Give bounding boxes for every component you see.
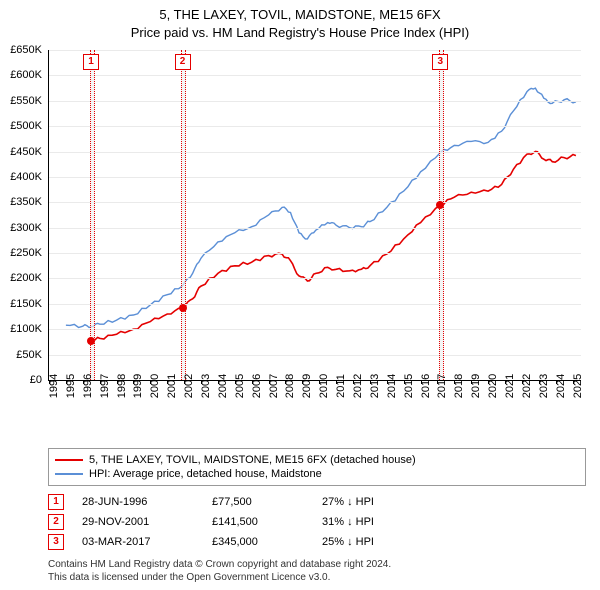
xtick-label: 1997 [99, 374, 111, 398]
event-diff: 31% ↓ HPI [322, 516, 442, 528]
event-row: 3 03-MAR-2017£345,00025% ↓ HPI [48, 532, 442, 552]
ytick-label: £200K [2, 272, 42, 284]
xtick-label: 2025 [572, 374, 584, 398]
event-date: 28-JUN-1996 [82, 496, 212, 508]
series-line-price_paid [91, 152, 576, 342]
footer-line-2: This data is licensed under the Open Gov… [48, 571, 391, 584]
ytick-label: £150K [2, 298, 42, 310]
event-date: 03-MAR-2017 [82, 536, 212, 548]
footer-attribution: Contains HM Land Registry data © Crown c… [48, 558, 391, 584]
xtick-label: 2017 [436, 374, 448, 398]
xtick-label: 2011 [335, 374, 347, 398]
xtick-label: 2010 [318, 374, 330, 398]
event-dot [87, 337, 95, 345]
xtick-label: 1994 [48, 374, 60, 398]
xtick-label: 2002 [183, 374, 195, 398]
ytick-label: £600K [2, 69, 42, 81]
event-marker-1: 1 [83, 54, 99, 70]
xtick-label: 1998 [116, 374, 128, 398]
event-row-marker: 2 [48, 514, 64, 530]
legend-row-2: HPI: Average price, detached house, Maid… [55, 467, 579, 481]
xtick-label: 2006 [251, 374, 263, 398]
event-price: £77,500 [212, 496, 322, 508]
event-row: 1 28-JUN-1996£77,50027% ↓ HPI [48, 492, 442, 512]
event-dot [179, 304, 187, 312]
xtick-label: 2004 [217, 374, 229, 398]
xtick-label: 2018 [453, 374, 465, 398]
ytick-label: £400K [2, 171, 42, 183]
xtick-label: 2012 [352, 374, 364, 398]
event-dot [436, 201, 444, 209]
event-row-marker: 1 [48, 494, 64, 510]
xtick-label: 2000 [149, 374, 161, 398]
ytick-label: £50K [2, 349, 42, 361]
ytick-label: £100K [2, 323, 42, 335]
event-diff: 27% ↓ HPI [322, 496, 442, 508]
event-band [181, 50, 186, 380]
xtick-label: 1995 [65, 374, 77, 398]
title-line-2: Price paid vs. HM Land Registry's House … [0, 24, 600, 42]
title-block: 5, THE LAXEY, TOVIL, MAIDSTONE, ME15 6FX… [0, 0, 600, 42]
series-line-hpi [66, 88, 576, 327]
event-row: 2 29-NOV-2001£141,50031% ↓ HPI [48, 512, 442, 532]
ytick-label: £650K [2, 44, 42, 56]
xtick-label: 1996 [82, 374, 94, 398]
ytick-label: £450K [2, 146, 42, 158]
ytick-label: £300K [2, 222, 42, 234]
legend-label-2: HPI: Average price, detached house, Maid… [89, 468, 322, 480]
event-marker-3: 3 [432, 54, 448, 70]
legend-swatch-2 [55, 473, 83, 475]
event-row-marker: 3 [48, 534, 64, 550]
xtick-label: 2024 [555, 374, 567, 398]
chart-area: 123 £0£50K£100K£150K£200K£250K£300K£350K… [48, 50, 580, 410]
xtick-label: 2016 [420, 374, 432, 398]
footer-line-1: Contains HM Land Registry data © Crown c… [48, 558, 391, 571]
xtick-label: 2021 [504, 374, 516, 398]
xtick-label: 2022 [521, 374, 533, 398]
events-table: 1 28-JUN-1996£77,50027% ↓ HPI 2 29-NOV-2001… [48, 492, 442, 552]
xtick-label: 2020 [487, 374, 499, 398]
event-band [439, 50, 444, 380]
xtick-label: 2003 [200, 374, 212, 398]
xtick-label: 2013 [369, 374, 381, 398]
xtick-label: 2005 [234, 374, 246, 398]
xtick-label: 2014 [386, 374, 398, 398]
legend-row-1: 5, THE LAXEY, TOVIL, MAIDSTONE, ME15 6FX… [55, 453, 579, 467]
xtick-label: 2001 [166, 374, 178, 398]
event-diff: 25% ↓ HPI [322, 536, 442, 548]
xtick-label: 2007 [268, 374, 280, 398]
legend-label-1: 5, THE LAXEY, TOVIL, MAIDSTONE, ME15 6FX… [89, 454, 416, 466]
ytick-label: £250K [2, 247, 42, 259]
ytick-label: £550K [2, 95, 42, 107]
xtick-label: 1999 [132, 374, 144, 398]
xtick-label: 2023 [538, 374, 550, 398]
ytick-label: £0 [2, 374, 42, 386]
xtick-label: 2008 [284, 374, 296, 398]
event-price: £345,000 [212, 536, 322, 548]
line-chart-svg [49, 50, 581, 380]
event-marker-2: 2 [175, 54, 191, 70]
xtick-label: 2015 [403, 374, 415, 398]
legend-swatch-1 [55, 459, 83, 461]
title-line-1: 5, THE LAXEY, TOVIL, MAIDSTONE, ME15 6FX [0, 6, 600, 24]
plot-region: 1 2 3 [48, 50, 581, 381]
ytick-label: £350K [2, 196, 42, 208]
xtick-label: 2009 [301, 374, 313, 398]
event-date: 29-NOV-2001 [82, 516, 212, 528]
chart-container: 5, THE LAXEY, TOVIL, MAIDSTONE, ME15 6FX… [0, 0, 600, 590]
event-price: £141,500 [212, 516, 322, 528]
event-band [90, 50, 95, 380]
legend-box: 5, THE LAXEY, TOVIL, MAIDSTONE, ME15 6FX… [48, 448, 586, 486]
xtick-label: 2019 [470, 374, 482, 398]
ytick-label: £500K [2, 120, 42, 132]
